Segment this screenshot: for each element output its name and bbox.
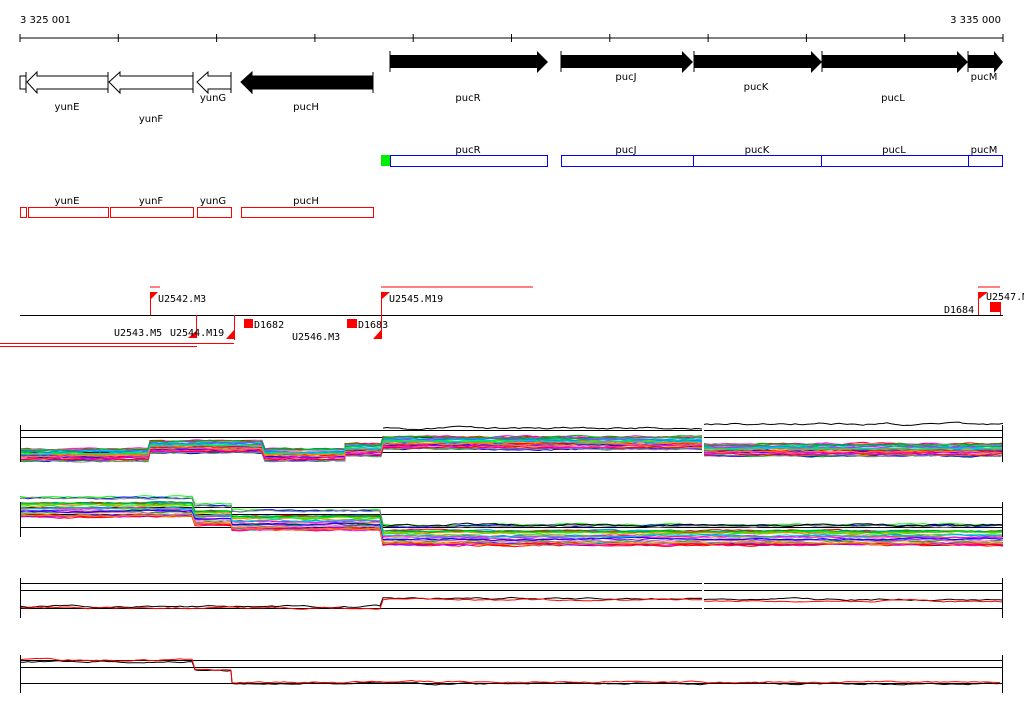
gene-pucK[interactable] [694,51,822,73]
signal-trace [19,514,1004,547]
forward-gene-track: pucR pucJ pucK pucL pucM [389,51,1003,104]
ruler-start-label: 3 325 001 [20,15,71,26]
box-label: yunE [55,196,80,207]
gene-label: yunE [55,102,80,113]
box-label: yunF [139,196,164,207]
gene-pucJ[interactable] [561,51,693,73]
gene-label: pucH [293,102,319,113]
red-annotation-track: yunE yunF yunG pucH [20,196,374,218]
box-label: pucR [455,145,480,156]
expression-signal-panels [19,418,1004,693]
signal-trace [19,657,1001,684]
signal-trace [19,597,1004,610]
box-small[interactable] [20,207,27,218]
feature-U2546[interactable]: U2546.M3 [292,332,340,343]
signal-trace [19,435,1004,452]
signal-panel-1 [19,418,1004,464]
gene-pucH[interactable] [240,70,374,95]
flag-icon [188,331,196,338]
signal-panel-3 [19,571,1004,620]
gene-label: yunF [139,114,164,125]
promoter-box [347,319,357,328]
signal-trace-max [702,421,1004,427]
gene-label: pucK [744,82,769,93]
signal-trace [19,507,1004,538]
flag-icon [979,292,988,299]
box-label: pucJ [615,145,636,156]
box-yunG[interactable] [197,207,232,218]
signal-trace [19,445,1004,461]
box-pucM[interactable] [968,155,1003,167]
gene-yunF[interactable] [108,70,194,95]
ruler-ticks [19,34,1004,42]
box-label: pucH [293,196,319,207]
feature-U2547[interactable]: U2547.M [986,292,1024,303]
blue-annotation-track: pucR pucJ pucK pucL pucM [381,145,1003,167]
gene-label: pucL [881,93,905,104]
gene-yunE[interactable] [26,70,109,95]
flag-icon [226,330,234,339]
box-pucK[interactable] [693,155,822,167]
signal-trace [19,447,1004,463]
signal-trace-max [382,425,704,431]
box-label: pucL [882,145,906,156]
feature-D1684[interactable]: D1684 [944,305,974,316]
flag-icon [382,292,390,299]
feature-U2544[interactable]: U2544.M19 [170,328,224,339]
signal-trace [19,502,1004,535]
signal-trace [19,440,1004,456]
flag-icon [151,292,158,299]
box-label: pucK [745,145,770,156]
feature-U2543[interactable]: U2543.M5 [114,328,162,339]
promoter-box [244,319,253,328]
box-yunE[interactable] [28,207,109,218]
box-pucL[interactable] [821,155,969,167]
gene-label: yunG [200,93,226,104]
box-pucH[interactable] [241,207,374,218]
signal-trace [19,514,1003,547]
feature-U2542[interactable]: U2542.M3 [158,294,206,305]
signal-trace [19,501,1004,534]
signal-trace [19,437,1004,454]
signal-trace [19,442,1004,458]
box-yunF[interactable] [110,207,194,218]
start-marker [381,155,390,166]
feature-D1683[interactable]: D1683 [358,320,388,331]
reverse-gene-track: yunE yunF yunG pucH [19,70,374,125]
box-label: yunG [200,196,226,207]
signal-panel-2 [19,495,1004,548]
box-label: pucM [971,145,998,156]
feature-U2545[interactable]: U2545.M19 [389,294,443,305]
gene-pucM[interactable] [968,51,1003,73]
gene-label: pucR [455,93,480,104]
box-pucJ[interactable] [561,155,694,167]
coordinate-ruler: 3 325 001 3 335 000 [19,15,1004,42]
signal-trace-max [382,522,1004,528]
feature-track: U2542.M3 U2545.M19 U2547.M D1684 U2543.M… [0,286,1024,347]
gene-label: pucJ [615,72,636,83]
gene-label: pucM [971,72,998,83]
feature-D1682[interactable]: D1682 [254,320,284,331]
signal-trace [19,596,1004,609]
signal-panel-4 [19,655,1003,693]
signal-trace [19,439,1004,455]
gene-small[interactable] [19,75,27,90]
signal-trace [19,496,1004,528]
signal-trace [19,509,1004,541]
signal-trace [19,434,1004,452]
gene-yunG[interactable] [196,70,232,95]
box-pucR[interactable] [390,155,548,167]
signal-trace [19,438,1004,454]
gene-pucL[interactable] [822,51,968,73]
ruler-end-label: 3 335 000 [950,15,1001,26]
promoter-box [990,302,1000,312]
flag-icon [373,330,381,339]
signal-trace [19,443,1004,460]
gene-pucR[interactable] [390,51,548,73]
